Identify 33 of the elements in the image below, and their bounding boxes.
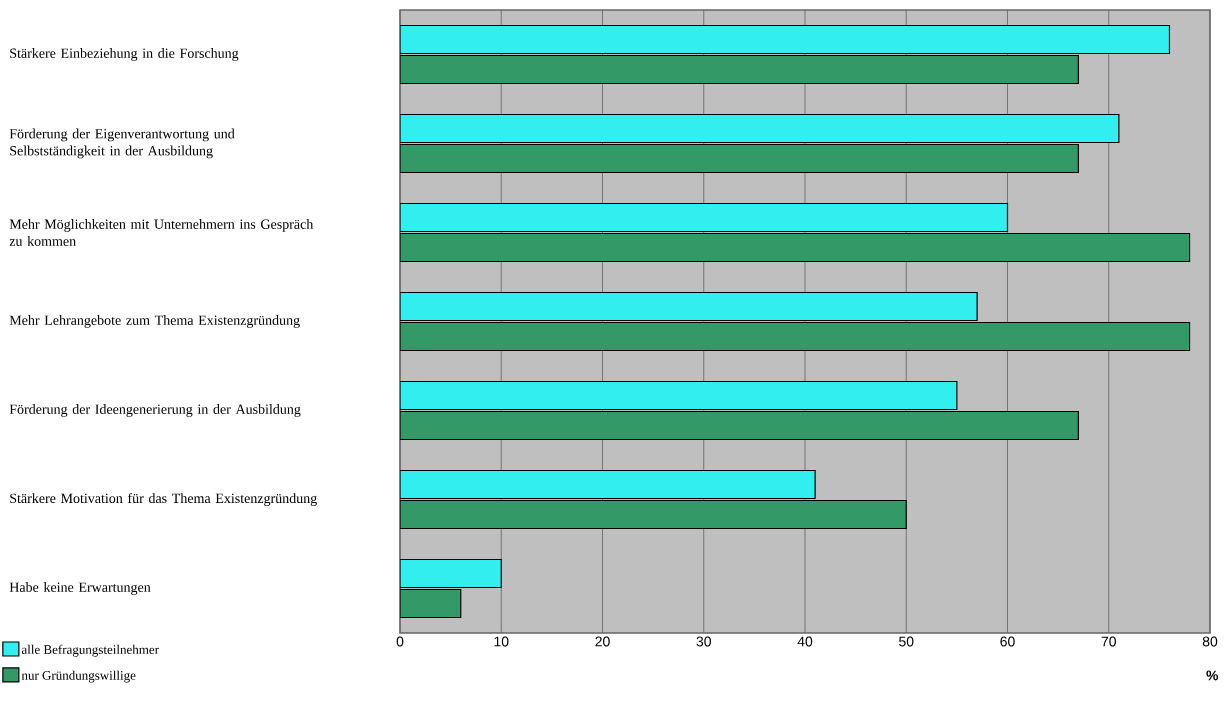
bar	[400, 232, 1191, 263]
y-tick-label: Stärkere Einbeziehung in die Forschung	[10, 48, 239, 61]
bar	[400, 202, 1009, 233]
bar	[400, 410, 1079, 441]
legend-label: nur Gründungswillige	[21, 670, 136, 683]
x-tick-label: 30	[696, 636, 711, 647]
x-tick-label: 10	[494, 636, 509, 647]
bar	[400, 113, 1120, 144]
y-tick-label: Habe keine Erwartungen	[9, 582, 151, 595]
x-tick-label: 20	[595, 636, 610, 647]
bar	[400, 291, 978, 322]
x-tick-label: 60	[1000, 636, 1015, 647]
bar	[400, 380, 958, 411]
x-axis-title: %	[1206, 670, 1219, 681]
x-tick-label: 80	[1202, 636, 1218, 647]
bar	[400, 499, 907, 530]
bar	[400, 24, 1171, 55]
y-tick-label: Förderung der Ideengenerierung in der Ausbildung	[9, 404, 301, 417]
x-tick-label: 50	[899, 636, 914, 647]
bar	[400, 588, 462, 619]
x-tick-label: 40	[797, 636, 813, 647]
y-tick-label: Mehr Lehrangebote zum Thema Existenzgründung	[9, 315, 300, 328]
y-tick-label: Förderung der Eigenverantwortung und Selbstständigkeit in der Ausbildung	[9, 128, 235, 159]
y-tick-label: Stärkere Motivation für das Thema Existenzgründung	[10, 493, 317, 506]
x-tick-label: 0	[396, 636, 404, 647]
bar	[400, 558, 502, 589]
x-tick-label: 70	[1101, 636, 1116, 647]
legend-label: alle Befragungsteilnehmer	[21, 644, 159, 657]
bar	[400, 469, 816, 500]
bar	[400, 321, 1191, 352]
bar	[400, 54, 1079, 85]
y-tick-label: Mehr Möglichkeiten mit Unternehmern ins Gespräch zu kommen	[9, 219, 314, 246]
bar	[400, 143, 1079, 174]
